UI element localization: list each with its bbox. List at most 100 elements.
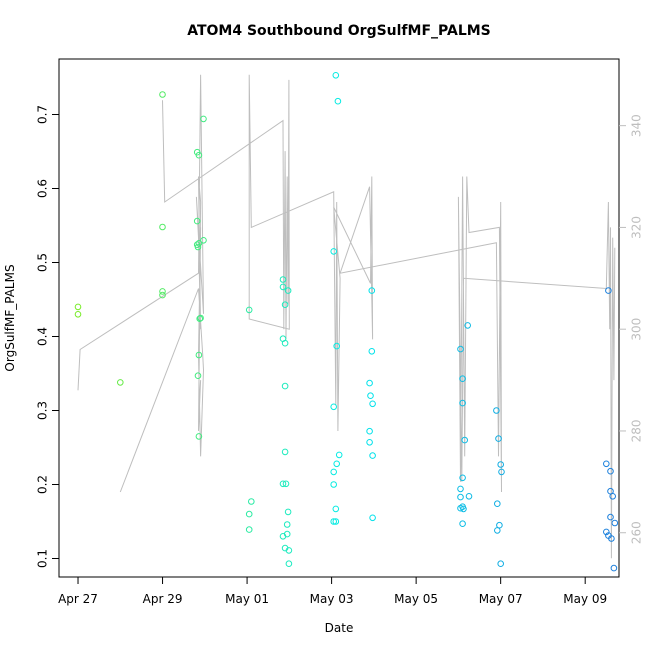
y-tick-label: 0.2 (36, 475, 50, 494)
data-point (607, 513, 614, 521)
data-point (494, 500, 501, 508)
x-tick-label: Apr 29 (143, 592, 183, 606)
data-point (608, 535, 615, 542)
data-point (333, 460, 341, 468)
scatter-points (74, 72, 619, 572)
data-point (459, 520, 466, 528)
data-point (495, 435, 502, 442)
data-point (197, 314, 204, 322)
data-point (457, 345, 464, 353)
y-tick-label: 0.5 (36, 253, 50, 272)
data-point (461, 436, 469, 444)
y-axis-left: 0.1 0.2 0.3 0.4 0.5 0.6 0.7 (36, 105, 59, 568)
data-point (195, 151, 203, 159)
data-point (279, 283, 287, 291)
data-point (193, 217, 201, 225)
data-point (248, 498, 255, 505)
data-point (279, 480, 287, 488)
data-point (74, 311, 82, 318)
data-point (464, 322, 472, 329)
data-point (459, 474, 466, 482)
data-point (194, 372, 202, 380)
x-axis-label: Date (325, 621, 354, 635)
data-point (281, 301, 289, 309)
data-point (200, 237, 207, 244)
data-point (283, 521, 291, 528)
secondary-line-0 (77, 74, 205, 493)
data-point (245, 306, 253, 314)
data-point (459, 375, 466, 383)
plot-frame (58, 58, 620, 578)
data-point (366, 379, 373, 387)
data-point (200, 115, 207, 123)
y2-tick-label: 300 (630, 318, 644, 341)
y2-tick-label: 340 (630, 114, 644, 137)
data-point (330, 481, 338, 488)
data-point (74, 303, 82, 311)
y-tick-label: 0.4 (36, 327, 50, 346)
data-point (281, 448, 289, 456)
data-point (457, 504, 464, 512)
y2-tick-label: 320 (630, 216, 644, 239)
x-tick-label: May 05 (394, 592, 438, 606)
data-point (369, 514, 376, 522)
data-point (285, 547, 293, 554)
x-tick-label: Apr 27 (58, 592, 98, 606)
data-point (368, 287, 376, 294)
data-point (195, 433, 203, 440)
y-tick-label: 0.6 (36, 179, 50, 198)
data-point (159, 223, 166, 231)
data-point (159, 288, 166, 295)
data-point (493, 407, 500, 414)
data-point (497, 560, 505, 568)
y-tick-label: 0.3 (36, 401, 50, 420)
data-point (332, 518, 340, 525)
data-point (494, 527, 501, 534)
secondary-series-lines (77, 74, 616, 559)
data-point (603, 460, 610, 468)
data-point (279, 276, 287, 283)
data-point (245, 526, 253, 533)
x-tick-label: May 09 (563, 592, 607, 606)
data-point (285, 560, 293, 568)
data-point (282, 480, 290, 488)
data-point (330, 403, 338, 411)
data-point (457, 493, 464, 501)
data-point (607, 467, 614, 475)
data-point (195, 240, 203, 247)
x-axis: Apr 27 Apr 29 May 01 May 03 May 05 May 07 May … (58, 577, 607, 606)
data-point (605, 287, 612, 294)
data-point (366, 439, 373, 446)
data-point (195, 351, 203, 359)
data-point (332, 72, 340, 79)
data-point (603, 528, 610, 536)
data-point (284, 287, 292, 294)
data-point (368, 348, 376, 355)
data-point (465, 493, 473, 500)
secondary-line-1 (162, 74, 616, 559)
data-point (609, 493, 617, 500)
data-point (333, 342, 341, 350)
data-point (279, 533, 287, 540)
data-point (497, 461, 505, 468)
data-point (330, 468, 338, 476)
data-point (245, 510, 253, 518)
data-point (366, 427, 373, 435)
y-axis-label: OrgSulfMF_PALMS (3, 264, 17, 371)
x-tick-label: May 01 (225, 592, 269, 606)
y2-tick-label: 280 (630, 420, 644, 443)
data-point (457, 485, 464, 493)
x-tick-label: May 03 (310, 592, 354, 606)
y-axis-right: 260 280 300 320 340 (619, 114, 644, 544)
x-tick-label: May 07 (479, 592, 523, 606)
data-point (117, 379, 124, 386)
data-point (284, 508, 292, 516)
data-point (332, 505, 340, 513)
data-point (159, 291, 166, 299)
data-point (281, 382, 289, 390)
y-tick-label: 0.1 (36, 549, 50, 568)
data-point (611, 519, 619, 527)
data-point (369, 452, 376, 459)
data-point (159, 91, 166, 98)
